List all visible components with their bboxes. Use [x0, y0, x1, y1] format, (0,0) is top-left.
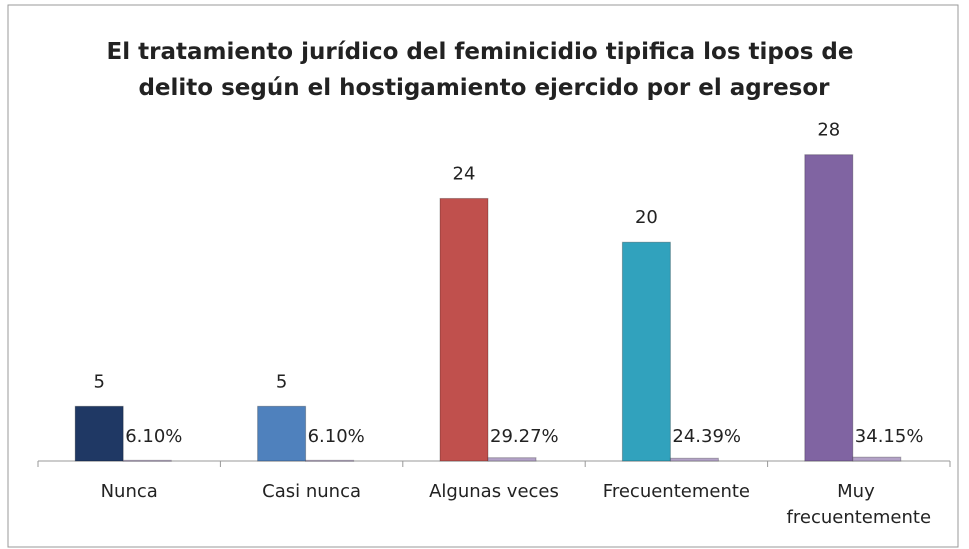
- bar: [487, 457, 537, 462]
- data-label: 6.10%: [308, 426, 365, 447]
- data-label: 24.39%: [672, 426, 741, 447]
- x-tick-label: Casi nunca: [262, 481, 361, 502]
- data-label: 6.10%: [125, 426, 182, 447]
- data-label: 5: [93, 371, 104, 392]
- bar: [669, 457, 719, 462]
- bar: [122, 459, 172, 462]
- data-label: 29.27%: [490, 426, 559, 447]
- bar: [257, 405, 307, 462]
- x-tick-label: Algunas veces: [429, 481, 559, 502]
- chart-title: El tratamiento jurídico del feminicidio …: [107, 39, 862, 101]
- data-label: 20: [635, 207, 658, 228]
- data-label: 34.15%: [855, 426, 924, 447]
- x-tick-label: Muy frecuentemente: [787, 481, 931, 528]
- x-tick-label: Frecuentemente: [603, 481, 750, 502]
- bar: [74, 405, 124, 462]
- data-label: 5: [276, 371, 287, 392]
- bar: [804, 154, 854, 462]
- x-tick-label: Nunca: [101, 481, 158, 502]
- data-label: 24: [453, 163, 476, 184]
- bar: [621, 241, 671, 462]
- bar: [439, 197, 489, 462]
- bar: [305, 459, 355, 462]
- bar: [852, 456, 902, 462]
- data-label: 28: [817, 120, 840, 141]
